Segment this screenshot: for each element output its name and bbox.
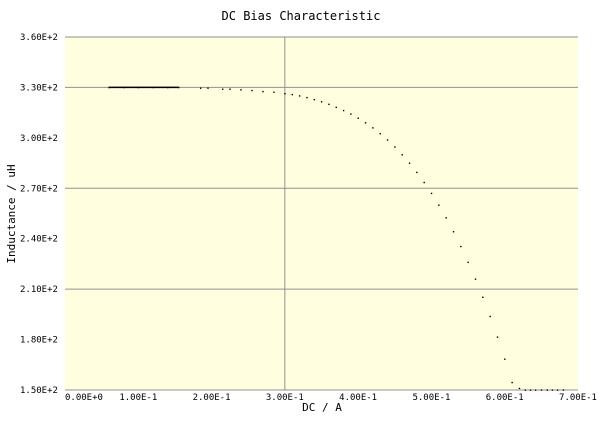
x-tick-label-4: 4.00E-1 — [339, 393, 377, 403]
data-point-52 — [551, 389, 554, 391]
x-tick-label-3: 3.00E-1 — [266, 393, 304, 403]
data-point-11 — [251, 89, 253, 92]
data-point-29 — [394, 146, 396, 148]
data-point-20 — [328, 103, 330, 106]
y-tick-label-3: 2.40E+2 — [20, 235, 58, 245]
y-tick-label-5: 3.00E+2 — [20, 134, 58, 144]
data-point-35 — [438, 204, 440, 206]
data-point-37 — [452, 231, 455, 233]
data-point-38 — [460, 245, 462, 248]
x-axis-label: DC / A — [302, 401, 342, 414]
data-point-49 — [534, 389, 537, 391]
y-tick-label-4: 2.70E+2 — [20, 184, 58, 194]
data-point-22 — [342, 109, 345, 112]
data-point-33 — [423, 181, 425, 184]
x-tick-label-7: 7.00E-1 — [559, 393, 597, 403]
y-tick-label-2: 2.10E+2 — [20, 285, 58, 295]
data-point-51 — [546, 389, 549, 391]
y-tick-label-7: 3.60E+2 — [20, 33, 58, 43]
y-axis-label: Inductance / uH — [5, 164, 18, 263]
data-point-31 — [408, 162, 411, 164]
chart-title: DC Bias Characteristic — [222, 9, 381, 23]
data-point-48 — [529, 389, 532, 391]
data-point-42 — [489, 315, 491, 318]
data-point-13 — [273, 91, 275, 93]
data-point-45 — [511, 381, 513, 384]
data-point-28 — [386, 139, 389, 141]
data-point-39 — [467, 261, 469, 264]
data-point-43 — [496, 336, 499, 338]
data-point-25 — [364, 122, 367, 124]
y-axis-ticks: 1.50E+2 1.80E+2 2.10E+2 2.40E+2 2.70E+2 3.00E… — [20, 33, 58, 396]
data-point-40 — [474, 278, 477, 280]
x-tick-label-2: 2.00E-1 — [193, 393, 231, 403]
data-point-27 — [379, 133, 381, 135]
data-point-7 — [207, 87, 209, 89]
data-point-6 — [199, 87, 202, 89]
data-point-41 — [482, 296, 484, 299]
data-point-34 — [430, 192, 433, 195]
data-point-16 — [298, 95, 301, 97]
data-point-50 — [540, 389, 543, 391]
data-point-54 — [562, 389, 565, 391]
data-point-17 — [306, 96, 308, 99]
data-point-24 — [357, 117, 359, 119]
data-point-44 — [504, 358, 506, 360]
data-point-8 — [221, 88, 224, 90]
data-point-47 — [524, 389, 527, 391]
data-point-12 — [262, 90, 264, 93]
data-series — [108, 86, 565, 391]
y-tick-label-6: 3.30E+2 — [20, 83, 58, 93]
data-point-36 — [445, 217, 447, 219]
data-point-9 — [229, 88, 231, 90]
data-point-15 — [291, 93, 293, 96]
x-tick-label-5: 5.00E-1 — [412, 393, 450, 403]
data-point-53 — [556, 389, 559, 391]
x-tick-label-0: 0.00E+0 — [65, 393, 103, 403]
data-point-19 — [320, 101, 323, 103]
data-point-18 — [313, 98, 315, 101]
data-point-32 — [416, 171, 418, 174]
x-tick-label-1: 1.00E-1 — [119, 393, 157, 403]
data-point-30 — [401, 154, 403, 156]
data-point-26 — [372, 127, 374, 129]
data-point-5 — [177, 86, 180, 89]
plot-area — [65, 37, 578, 390]
data-point-21 — [335, 106, 337, 109]
y-tick-label-1: 1.80E+2 — [20, 336, 58, 346]
data-point-14 — [284, 93, 286, 95]
data-point-23 — [350, 113, 352, 115]
y-tick-label-0: 1.50E+2 — [20, 386, 58, 396]
x-tick-label-6: 6.00E-1 — [486, 393, 524, 403]
data-point-10 — [240, 89, 242, 91]
data-point-46 — [518, 387, 521, 390]
x-axis-ticks: 0.00E+0 1.00E-1 2.00E-1 3.00E-1 4.00E-1 5.00E… — [65, 393, 597, 403]
